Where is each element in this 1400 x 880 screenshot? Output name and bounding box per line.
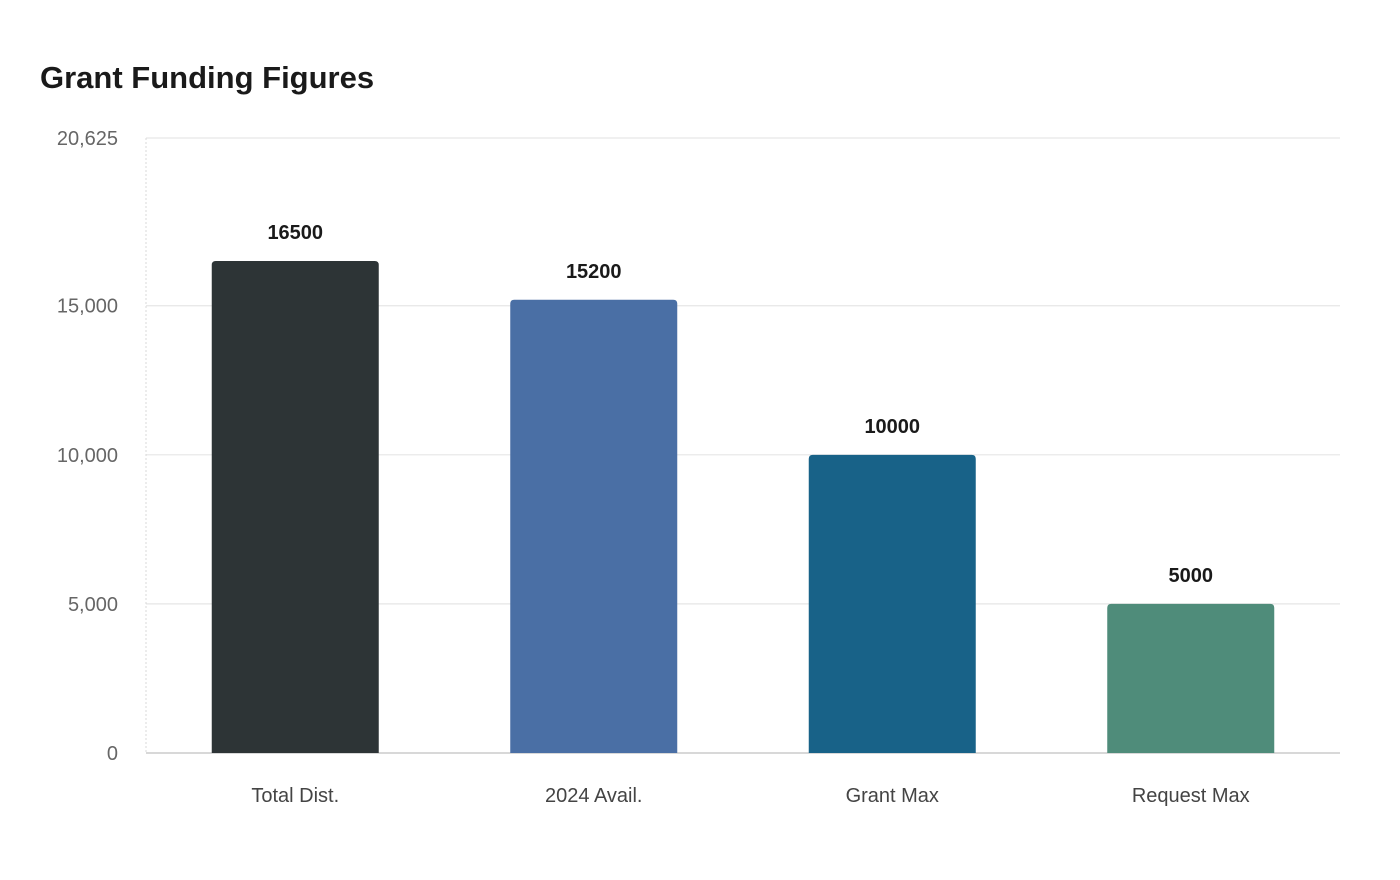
y-tick-label: 10,000 bbox=[57, 445, 118, 467]
y-tick-label: 15,000 bbox=[57, 296, 118, 318]
x-tick-label: Total Dist. bbox=[251, 785, 339, 807]
bar-2024-avail[interactable] bbox=[510, 299, 678, 753]
bar-value-label: 10000 bbox=[864, 416, 920, 438]
labels: 0 5,000 10,000 15,000 20,625 16500 Total Dist.… bbox=[57, 128, 1250, 807]
x-tick-label: 2024 Avail. bbox=[545, 785, 643, 807]
chart-title: Grant Funding Figures bbox=[40, 60, 375, 95]
y-tick-label: 5,000 bbox=[68, 594, 118, 616]
bar-grant-max[interactable] bbox=[808, 454, 976, 753]
x-tick-label: Request Max bbox=[1132, 785, 1250, 807]
y-tick-label: 20,625 bbox=[57, 128, 118, 150]
bar-request-max[interactable] bbox=[1107, 603, 1275, 753]
y-tick-label: 0 bbox=[107, 743, 118, 765]
x-tick-label: Grant Max bbox=[846, 785, 939, 807]
bars bbox=[211, 261, 1275, 753]
bar-value-label: 15200 bbox=[566, 261, 622, 283]
bar-value-label: 16500 bbox=[267, 222, 323, 244]
bar-total-dist[interactable] bbox=[211, 261, 379, 753]
bar-value-label: 5000 bbox=[1169, 565, 1214, 587]
